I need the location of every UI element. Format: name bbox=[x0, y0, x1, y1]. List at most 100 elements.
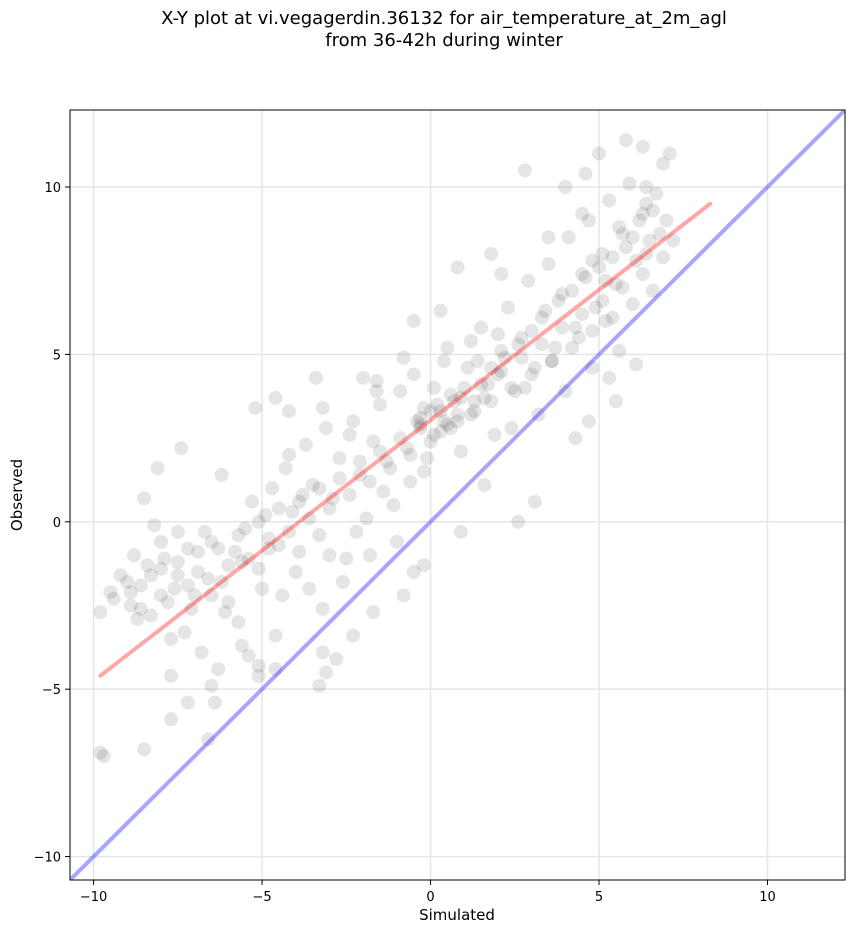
data-point bbox=[645, 283, 660, 298]
data-point bbox=[578, 270, 593, 285]
data-point bbox=[514, 330, 529, 345]
data-point bbox=[312, 481, 327, 496]
data-point bbox=[356, 370, 371, 385]
data-point bbox=[268, 628, 283, 643]
data-point bbox=[662, 146, 677, 161]
data-point bbox=[194, 645, 209, 660]
data-point bbox=[615, 280, 630, 295]
data-point bbox=[342, 427, 357, 442]
data-point bbox=[403, 447, 418, 462]
data-point bbox=[403, 474, 418, 489]
data-point bbox=[315, 601, 330, 616]
data-point bbox=[322, 548, 337, 563]
identity-line bbox=[70, 110, 845, 880]
data-point bbox=[420, 451, 435, 466]
data-point bbox=[379, 454, 394, 469]
data-point bbox=[298, 437, 313, 452]
data-point bbox=[406, 367, 421, 382]
data-point bbox=[292, 544, 307, 559]
data-point bbox=[241, 648, 256, 663]
data-point bbox=[396, 350, 411, 365]
data-point bbox=[649, 186, 664, 201]
data-point bbox=[453, 444, 468, 459]
data-point bbox=[460, 360, 475, 375]
data-point bbox=[656, 250, 671, 265]
data-point bbox=[443, 421, 458, 436]
data-point bbox=[514, 350, 529, 365]
data-point bbox=[315, 645, 330, 660]
data-point bbox=[524, 367, 539, 382]
data-point bbox=[507, 384, 522, 399]
data-point bbox=[568, 320, 583, 335]
data-point bbox=[180, 578, 195, 593]
data-point bbox=[251, 668, 266, 683]
data-point bbox=[501, 300, 516, 315]
data-point bbox=[143, 608, 158, 623]
data-point bbox=[164, 668, 179, 683]
data-point bbox=[312, 678, 327, 693]
data-point bbox=[130, 611, 145, 626]
data-point bbox=[153, 588, 168, 603]
data-point bbox=[531, 407, 546, 422]
data-point bbox=[588, 300, 603, 315]
data-point bbox=[312, 528, 327, 543]
data-point bbox=[413, 417, 428, 432]
data-point bbox=[595, 246, 610, 261]
data-point bbox=[430, 397, 445, 412]
data-point bbox=[598, 273, 613, 288]
data-point bbox=[517, 380, 532, 395]
data-point bbox=[480, 377, 495, 392]
data-point bbox=[625, 297, 640, 312]
data-point bbox=[369, 384, 384, 399]
x-tick-label: −5 bbox=[252, 890, 271, 905]
data-point bbox=[474, 320, 489, 335]
x-tick-label: −10 bbox=[80, 890, 107, 905]
data-point bbox=[612, 220, 627, 235]
data-point bbox=[581, 213, 596, 228]
data-point bbox=[504, 421, 519, 436]
data-point bbox=[218, 605, 232, 620]
grid bbox=[70, 110, 845, 880]
data-point bbox=[339, 551, 354, 566]
data-point bbox=[494, 364, 509, 379]
data-point bbox=[268, 662, 283, 677]
data-point bbox=[457, 380, 472, 395]
regression-line bbox=[98, 201, 713, 678]
data-point bbox=[335, 575, 350, 590]
data-point bbox=[228, 544, 243, 559]
data-point bbox=[170, 524, 185, 539]
data-point bbox=[133, 578, 148, 593]
data-point bbox=[565, 340, 580, 355]
data-point bbox=[167, 581, 182, 596]
data-point bbox=[204, 588, 219, 603]
x-axis-label: Simulated bbox=[419, 906, 495, 924]
data-point bbox=[342, 488, 357, 502]
data-point bbox=[453, 524, 468, 539]
axis-ticks: −10 −5 0 5 10 −10 −5 0 5 10 bbox=[34, 181, 776, 905]
data-point bbox=[558, 180, 573, 194]
data-point bbox=[187, 588, 202, 603]
data-point bbox=[373, 397, 387, 412]
data-point bbox=[575, 206, 590, 221]
fit-lines bbox=[70, 110, 845, 880]
data-point bbox=[410, 414, 425, 429]
data-point bbox=[440, 340, 455, 355]
data-point bbox=[201, 571, 216, 586]
data-point bbox=[393, 431, 408, 446]
data-point bbox=[120, 575, 135, 590]
data-point bbox=[541, 257, 556, 271]
data-point bbox=[463, 334, 478, 348]
data-point bbox=[332, 451, 347, 466]
data-point bbox=[426, 427, 441, 442]
x-tick-label: 0 bbox=[426, 890, 434, 905]
data-point bbox=[656, 156, 671, 171]
data-point bbox=[554, 320, 569, 335]
data-point bbox=[170, 554, 185, 569]
data-point bbox=[234, 554, 249, 569]
data-point bbox=[376, 484, 391, 499]
data-point bbox=[268, 390, 283, 405]
data-point bbox=[437, 354, 452, 369]
data-point bbox=[605, 250, 620, 265]
data-point bbox=[288, 565, 303, 579]
data-point bbox=[639, 196, 654, 211]
